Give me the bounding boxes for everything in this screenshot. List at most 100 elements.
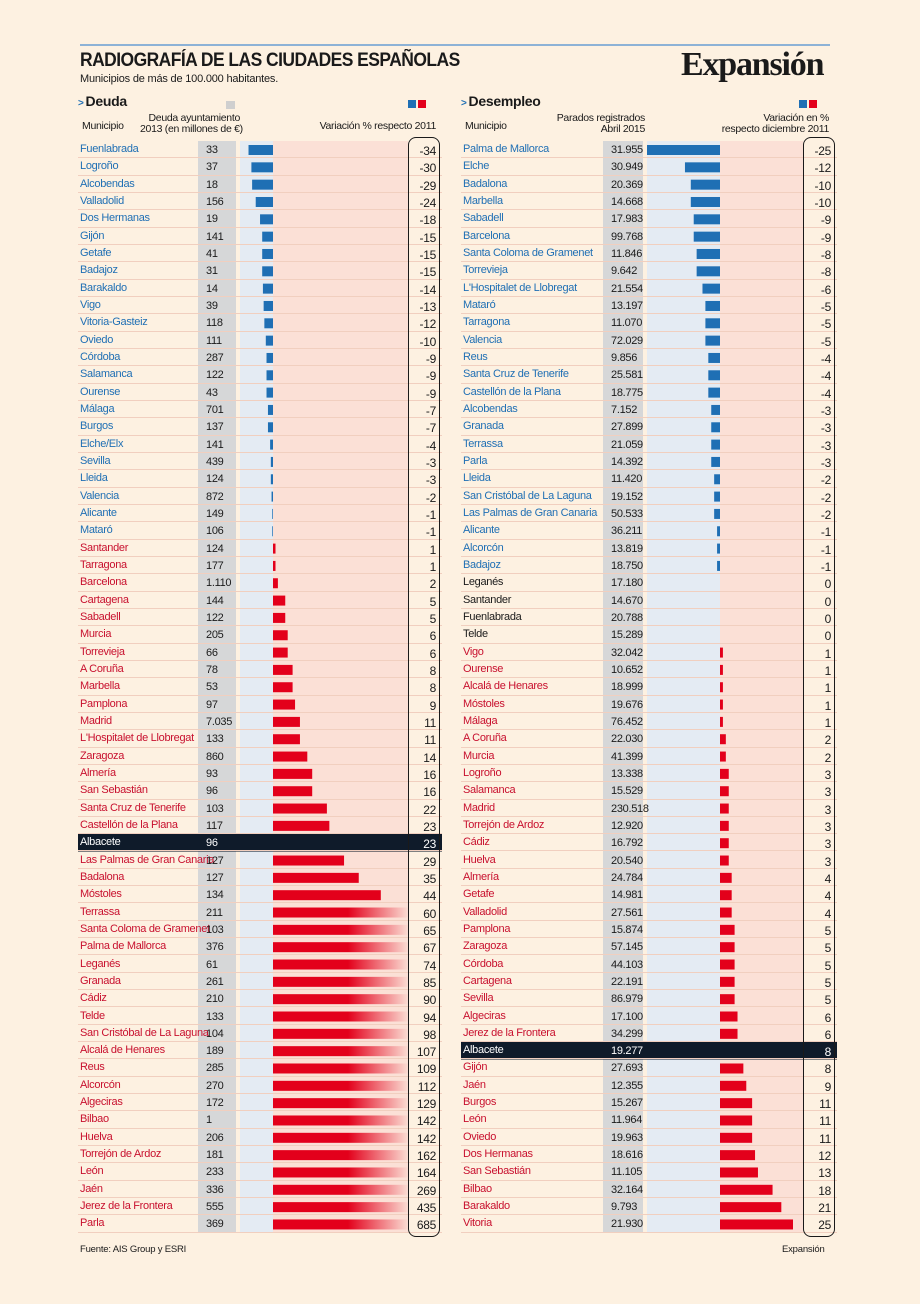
value-cell: 11.105 [611,1166,643,1179]
row-separator [78,555,442,557]
row-separator [78,521,442,523]
value-cell: 701 [206,403,224,416]
municipality-name: Badalona [463,177,508,190]
table-row: Santa Coloma de Gramenet 11.846 -8 [461,245,837,263]
change-label: 6 [429,629,437,644]
municipality-name: Madrid [463,801,495,814]
value-cell: 17.983 [611,213,643,226]
change-label: -1 [820,525,831,540]
change-label: -34 [419,144,437,158]
change-label: 5 [824,941,832,956]
change-label: 11 [819,1114,831,1129]
value-cell: 27.899 [611,421,643,434]
bar [720,1098,753,1109]
municipality-name: Parla [80,1217,105,1230]
change-label: -2 [820,507,831,522]
table-row: Santa Cruz de Tenerife 25.581 -4 [461,366,837,384]
row-separator [461,278,837,280]
change-label: 21 [818,1201,831,1216]
change-label: 35 [423,871,436,886]
change-column-frame [408,137,440,1237]
row-separator [78,434,442,436]
bar [693,214,720,225]
row-separator [78,278,442,280]
value-cell: 14 [206,282,218,295]
municipality-name: Burgos [463,1096,497,1109]
value-cell: 13.819 [611,542,643,555]
bar [273,1150,409,1161]
value-cell: 18.999 [611,681,643,694]
change-label: 16 [423,785,436,800]
bar [273,994,409,1005]
row-separator [461,798,837,800]
bar [714,491,720,502]
value-cell: 117 [206,819,223,832]
value-cell: 206 [206,1131,224,1144]
bar [720,1080,747,1091]
municipality-name: Reus [463,350,488,363]
municipality-name: Logroño [80,160,119,173]
bar [720,682,723,693]
row-separator [78,1110,442,1112]
bar [273,612,286,623]
municipality-name: Mataró [80,524,113,537]
change-label: 6 [429,646,437,661]
table-row: Murcia 205 6 [78,626,442,644]
change-label: 107 [416,1045,436,1060]
bar [273,1028,409,1039]
municipality-name: Bilbao [463,1182,492,1195]
table-row: Móstoles 134 44 [78,886,442,904]
municipality-name: Zaragoza [80,749,125,762]
bar [720,803,729,814]
value-cell: 27.561 [611,906,643,919]
change-label: 94 [423,1010,436,1025]
value-cell: 14.981 [611,889,643,902]
row-separator [461,1231,837,1233]
value-cell: 13.197 [611,299,643,312]
municipality-name: Córdoba [463,957,504,970]
change-label: 269 [416,1183,436,1198]
row-separator [461,434,837,436]
bar [252,179,273,190]
bar [273,976,409,987]
bar [271,491,273,502]
row-separator [461,625,837,627]
change-label: 2 [824,733,832,748]
bar [720,855,729,866]
table-row: Oviedo 19.963 11 [461,1129,837,1147]
table-row: Sabadell 122 5 [78,609,442,627]
source-note: Fuente: AIS Group y ESRI [80,1244,187,1255]
table-row: Palma de Mallorca 376 67 [78,938,442,956]
table-row: Torrejón de Ardoz 12.920 3 [461,817,837,835]
change-label: -15 [419,230,437,245]
value-cell: 230.518 [611,802,649,815]
change-label: 1 [429,559,437,574]
municipality-name: San Sebastián [463,1165,531,1178]
change-label: 162 [416,1149,436,1164]
change-label: -2 [425,490,436,505]
table-row: Badajoz 31 -15 [78,262,442,280]
municipality-name: Málaga [463,714,498,727]
table-row: Vitoria 21.930 25 [461,1215,837,1233]
table-row: Logroño 13.338 3 [461,765,837,783]
bar [711,439,720,450]
municipality-name: Almería [80,766,116,779]
table-row: Sevilla 439 -3 [78,453,442,471]
value-cell: 20.540 [611,854,643,867]
municipality-name: Murcia [80,628,112,641]
value-cell: 11.420 [611,473,643,486]
row-separator [78,815,442,817]
value-cell: 285 [206,1062,224,1075]
table-row: Madrid 230.518 3 [461,800,837,817]
row-separator [78,763,442,765]
value-cell: 7.152 [611,403,638,416]
table-row: Huelva 206 142 [78,1129,442,1147]
row-separator [461,954,837,956]
change-label: -5 [820,334,831,349]
change-label: 90 [423,993,436,1008]
bar [255,196,273,207]
change-label: -9 [425,351,436,366]
row-separator [461,382,837,384]
value-cell: 189 [206,1045,224,1058]
table-row: Valencia 72.029 -5 [461,332,837,349]
